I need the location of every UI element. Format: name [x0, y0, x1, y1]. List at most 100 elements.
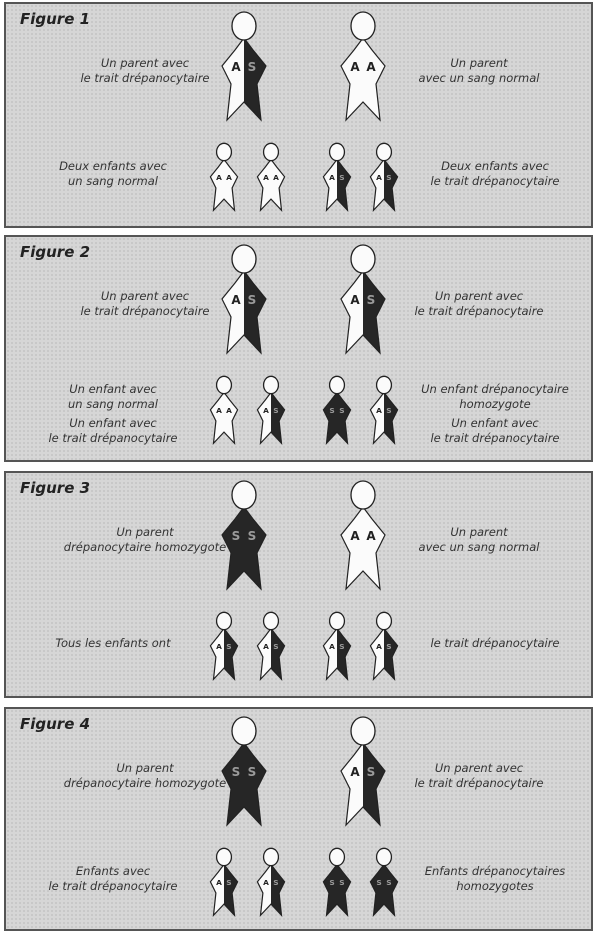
- allele-right: S: [339, 173, 344, 182]
- allele-left: A: [329, 642, 335, 651]
- body-left-half: [210, 159, 224, 211]
- body-right-half: [363, 507, 385, 589]
- head-circle: [262, 611, 280, 631]
- parent-left-label-line: Un parent avec: [100, 56, 190, 70]
- body-right-half: [244, 507, 266, 589]
- head-circle: [350, 480, 376, 510]
- allele-left: A: [216, 878, 222, 887]
- body-left-half: [222, 38, 244, 120]
- children-left-label-line: Tous les enfants ont: [55, 636, 171, 650]
- body-left-half: [257, 864, 271, 916]
- parent-left-label-line: Un parent: [116, 761, 174, 775]
- head-circle: [328, 375, 346, 395]
- body-left-half: [210, 864, 224, 916]
- head-circle: [231, 480, 257, 510]
- body-left-half: [341, 507, 363, 589]
- children-left-label-line: un sang normal: [67, 174, 158, 188]
- body-right-half: [363, 38, 385, 120]
- body-right-half: [244, 271, 266, 353]
- body-left-half: [341, 743, 363, 825]
- body-right-half: [337, 392, 351, 444]
- allele-left: S: [329, 878, 334, 887]
- allele-right: A: [366, 529, 376, 543]
- parent-right-label: Un parent avec un sang normal: [394, 56, 564, 86]
- parent-right-label-line: Un parent: [450, 56, 508, 70]
- body-left-half: [323, 864, 338, 916]
- body-right-half: [271, 628, 285, 680]
- children-right-label-line: Un enfant drépanocytaire: [421, 382, 569, 396]
- allele-left: S: [232, 765, 241, 779]
- allele-right: A: [366, 60, 376, 74]
- body-right-half: [337, 628, 351, 680]
- head-circle: [231, 244, 257, 274]
- head-circle: [262, 375, 280, 395]
- body-right-half: [363, 743, 385, 825]
- body-right-half: [337, 864, 351, 916]
- parent-left-label-line: le trait drépanocytaire: [80, 304, 210, 318]
- allele-left: A: [263, 173, 269, 182]
- figure-panel-4: Figure 4 Un parent drépanocytaire homozygo…: [4, 707, 593, 931]
- body-right-half: [271, 159, 285, 211]
- figure-panel-1: Figure 1 Un parent avec le trait drépanocy…: [4, 2, 593, 228]
- body-left-half: [370, 628, 385, 680]
- body-left-half: [323, 628, 338, 680]
- allele-right: S: [339, 406, 344, 415]
- figure-panel-2: Figure 2 Un parent avec le trait drépanocy…: [4, 235, 593, 462]
- allele-left: A: [329, 173, 335, 182]
- body-right-half: [384, 628, 398, 680]
- children-left-label: Enfants avec le trait drépanocytaire: [28, 864, 198, 894]
- head-circle: [350, 11, 376, 41]
- children-left-label-line: le trait drépanocytaire: [48, 879, 178, 893]
- allele-right: S: [248, 765, 257, 779]
- parent-right-label: Un parent avec le trait drépanocytaire: [394, 289, 564, 319]
- parent-right-label-line: le trait drépanocytaire: [414, 776, 544, 790]
- body-left-half: [257, 628, 271, 680]
- parent-right-label-line: Un parent avec: [434, 289, 524, 303]
- allele-left: A: [231, 293, 241, 307]
- body-right-half: [224, 628, 238, 680]
- body-left-half: [210, 392, 224, 444]
- allele-right: A: [226, 173, 232, 182]
- allele-left: A: [376, 406, 382, 415]
- children-left-label: Tous les enfants ont: [28, 636, 198, 651]
- parent-right-label: Un parent avec un sang normal: [394, 525, 564, 555]
- head-circle: [350, 244, 376, 274]
- body-left-half: [210, 628, 224, 680]
- children-right-label: Un enfant drépanocytaire homozygote Un enf…: [410, 382, 580, 446]
- body-right-half: [384, 392, 398, 444]
- figure-title: Figure 3: [20, 479, 91, 497]
- head-circle: [215, 611, 233, 631]
- head-circle: [231, 11, 257, 41]
- parent-left-label-line: drépanocytaire homozygote: [63, 776, 227, 790]
- body-right-half: [271, 392, 285, 444]
- allele-left: A: [216, 173, 222, 182]
- children-right-label-line: le trait drépanocytaire: [430, 431, 560, 445]
- children-right-label-line: homozygote: [459, 397, 531, 411]
- allele-right: S: [273, 878, 278, 887]
- body-left-half: [257, 392, 271, 444]
- parent-left-label: Un parent drépanocytaire homozygote: [60, 761, 230, 791]
- head-circle: [328, 847, 346, 867]
- allele-left: A: [216, 642, 222, 651]
- body-left-half: [370, 392, 385, 444]
- parent-left-label-line: Un parent: [116, 525, 174, 539]
- allele-left: A: [231, 60, 241, 74]
- children-right-label: le trait drépanocytaire: [410, 636, 580, 651]
- head-circle: [375, 847, 393, 867]
- children-left-label-line: Un enfant avec: [69, 416, 157, 430]
- children-right-label-line: le trait drépanocytaire: [430, 636, 560, 650]
- children-right-label-line: homozygotes: [456, 879, 534, 893]
- figure-title: Figure 4: [20, 715, 91, 733]
